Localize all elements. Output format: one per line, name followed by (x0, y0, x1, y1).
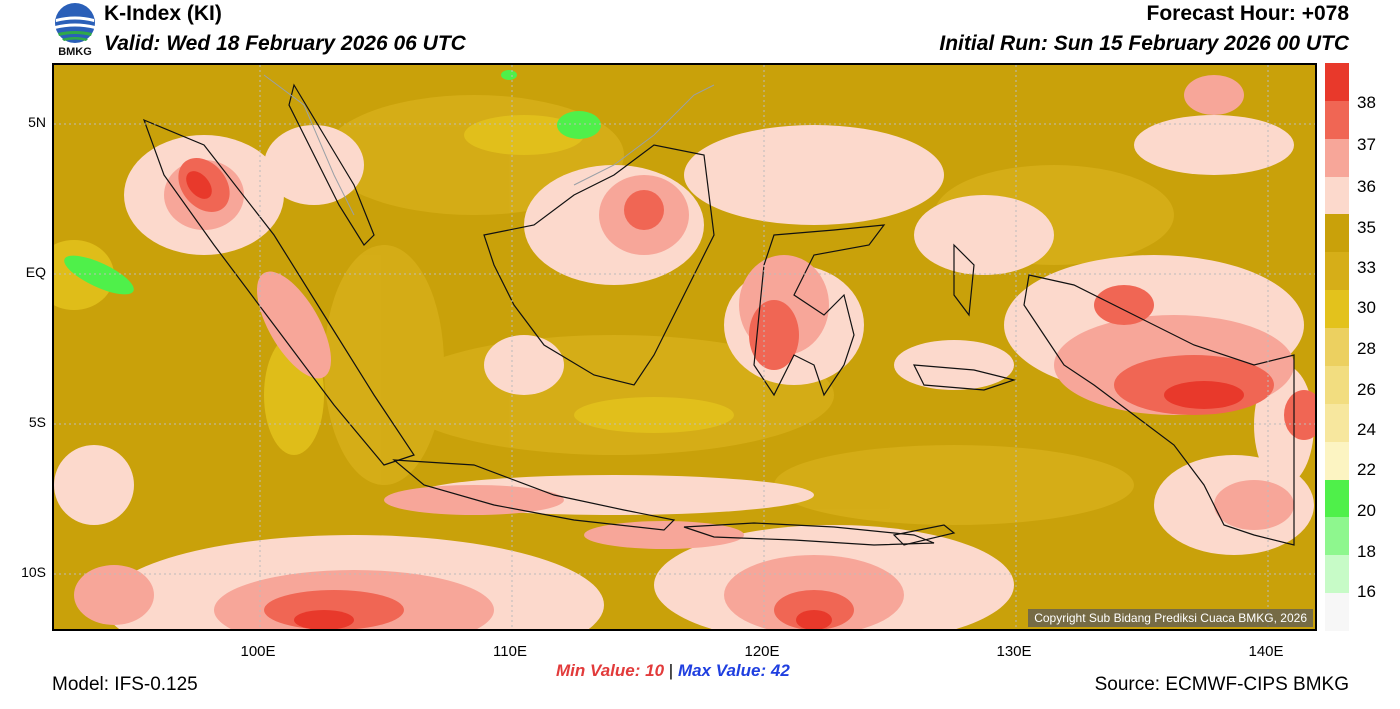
legend-label-37: 37 (1357, 135, 1376, 154)
valid-time: Valid: Wed 18 February 2026 06 UTC (104, 32, 466, 55)
lat-label-5s: 5S (28, 414, 46, 430)
legend-label-28: 28 (1357, 339, 1376, 358)
lon-label-110e: 110E (493, 643, 527, 660)
lon-label-140e: 140E (1248, 643, 1284, 660)
copyright-notice: Copyright Sub Bidang Prediksi Cuaca BMKG… (1028, 609, 1313, 627)
legend-color-box (1325, 176, 1349, 215)
legend-color-box (1325, 441, 1349, 481)
legend-color-box (1325, 138, 1349, 178)
min-max-values: Min Value: 10 | Max Value: 42 (556, 661, 790, 681)
data-source: Source: ECMWF-CIPS BMKG (1094, 674, 1349, 695)
legend-color-box (1325, 517, 1349, 556)
model-name: Model: IFS-0.125 (52, 674, 198, 695)
chart-title: K-Index (KI) (104, 2, 222, 25)
lon-label-130e: 130E (996, 643, 1032, 660)
min-max-separator: | (668, 661, 674, 680)
legend-label-33: 33 (1357, 258, 1376, 277)
borders (263, 74, 715, 216)
lon-label-120e: 120E (744, 643, 780, 660)
legend-color-box (1325, 214, 1349, 253)
legend-color-box (1325, 290, 1349, 329)
legend-label-16: 16 (1357, 582, 1376, 601)
map-canvas (54, 65, 1315, 629)
bmkg-globe-icon (55, 3, 95, 43)
gridlines (54, 65, 1315, 629)
lat-label-eq: EQ (25, 264, 46, 280)
field-high-38 (186, 171, 1244, 629)
legend-label-30: 30 (1357, 298, 1376, 317)
min-value: 10 (645, 661, 665, 680)
legend-color-box (1325, 479, 1349, 518)
legend-label-22: 22 (1357, 460, 1376, 479)
bmkg-logo (52, 2, 98, 60)
initial-run: Initial Run: Sun 15 February 2026 00 UTC (939, 32, 1349, 55)
max-value-label: Max Value: (677, 661, 767, 680)
lon-label-100e: 100E (240, 643, 276, 660)
legend-color-box (1325, 365, 1349, 405)
legend-color-box (1325, 555, 1349, 594)
legend-color-box (1325, 252, 1349, 291)
legend-label-18: 18 (1357, 542, 1376, 561)
k-index-map: Copyright Sub Bidang Prediksi Cuaca BMKG… (52, 63, 1317, 631)
legend-label-26: 26 (1357, 380, 1376, 399)
legend-color-box (1325, 593, 1349, 632)
legend-color-box (1325, 403, 1349, 443)
legend-label-38: 38 (1357, 93, 1376, 112)
coastlines (142, 83, 1295, 546)
logo-text: BMKG (58, 46, 92, 58)
legend-label-35: 35 (1357, 218, 1376, 237)
legend-colorbar (1325, 63, 1349, 632)
forecast-hour: Forecast Hour: +078 (1146, 2, 1350, 25)
lat-label-5n: 5N (28, 114, 46, 130)
field-very-low (64, 70, 601, 295)
legend-label-20: 20 (1357, 501, 1376, 520)
legend-color-box (1325, 100, 1349, 140)
legend-label-36: 36 (1357, 177, 1376, 196)
legend-color-box (1325, 63, 1349, 102)
max-value: 42 (770, 661, 790, 680)
legend-color-box (1325, 328, 1349, 367)
legend-label-24: 24 (1357, 420, 1376, 439)
lat-label-10s: 10S (21, 564, 46, 580)
min-value-label: Min Value: (556, 661, 641, 680)
